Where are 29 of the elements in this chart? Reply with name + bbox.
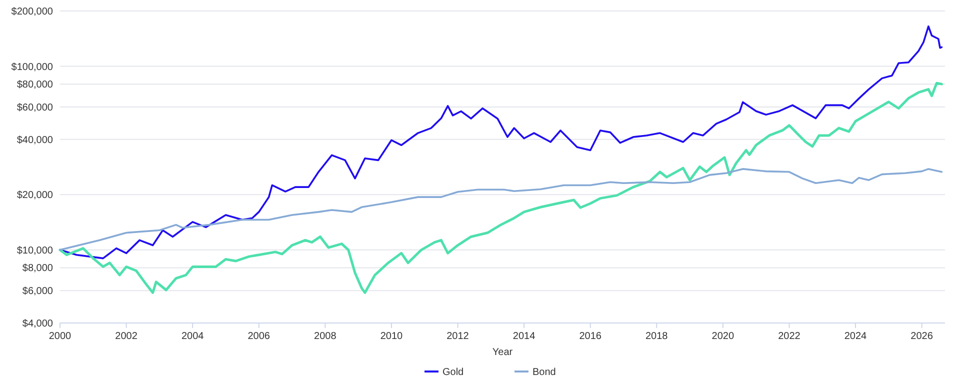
x-tick-label: 2024 bbox=[844, 331, 868, 342]
x-tick-label: 2010 bbox=[380, 331, 404, 342]
x-tick-label: 2014 bbox=[512, 331, 536, 342]
legend-label: Bond bbox=[532, 367, 556, 378]
x-tick-label: 2016 bbox=[579, 331, 602, 342]
line-series bbox=[58, 82, 943, 294]
x-tick-label: 2020 bbox=[712, 331, 734, 342]
y-tick-label: $6,000 bbox=[22, 286, 54, 298]
x-tick-label: 2018 bbox=[646, 331, 668, 342]
x-tick-label: 2006 bbox=[248, 331, 270, 342]
y-tick-label: $100,000 bbox=[11, 62, 54, 73]
y-tick-label: $60,000 bbox=[16, 102, 54, 114]
legend-label: Gold bbox=[442, 367, 464, 378]
y-tick-label: $80,000 bbox=[16, 80, 54, 91]
x-tick-label: 2026 bbox=[910, 331, 934, 342]
x-axis-title: Year bbox=[492, 347, 514, 358]
y-tick-label: $8,000 bbox=[22, 263, 54, 274]
y-tick-label: $200,000 bbox=[11, 6, 54, 18]
x-tick-label: 2000 bbox=[48, 331, 72, 342]
y-tick-label: $4,000 bbox=[22, 318, 54, 330]
x-tick-label: 2008 bbox=[314, 331, 337, 342]
y-tick-label: $10,000 bbox=[16, 245, 54, 256]
x-tick-label: 2022 bbox=[778, 331, 801, 342]
y-tick-label: $40,000 bbox=[16, 134, 54, 146]
line-series bbox=[59, 168, 943, 251]
x-tick-label: 2012 bbox=[446, 331, 470, 342]
x-tick-label: 2002 bbox=[115, 331, 138, 342]
y-tick-label: $20,000 bbox=[16, 190, 54, 202]
x-tick-label: 2004 bbox=[181, 331, 204, 342]
